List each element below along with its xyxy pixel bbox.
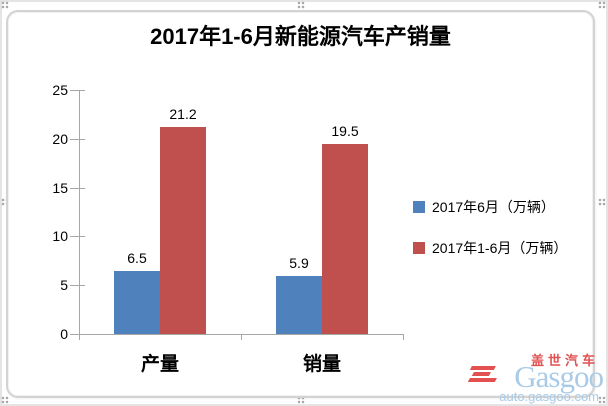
y-axis-tick-label: 25	[52, 82, 68, 98]
resize-handle-top-middle[interactable]	[297, 1, 305, 9]
gasgoo-logo-stripes-icon	[468, 366, 501, 382]
y-axis-tick	[70, 90, 85, 91]
resize-handle-bottom-left[interactable]	[1, 396, 9, 404]
y-axis-tick-label: 5	[60, 277, 68, 294]
gasgoo-brand-cn: 盖世汽车	[530, 353, 599, 368]
y-axis-tick	[70, 285, 85, 287]
bar-value-label: 6.5	[127, 249, 147, 266]
chart-title: 2017年1-6月新能源汽车产销量	[150, 24, 451, 49]
resize-handle-top-right[interactable]	[598, 1, 606, 9]
gasgoo-url: auto.gasgoo.com	[499, 389, 599, 404]
x-axis-tick	[403, 334, 404, 340]
resize-handle-bottom-middle[interactable]	[297, 396, 305, 404]
y-axis-tick	[70, 187, 85, 189]
bar-value-label: 21.2	[169, 106, 197, 123]
bar[interactable]	[322, 143, 368, 334]
category-label: 产量	[140, 354, 179, 375]
bar-value-label: 19.5	[331, 122, 359, 139]
bar-value-label: 5.9	[289, 255, 309, 272]
legend: 2017年6月（万辆） 2017年1-6月（万辆）	[413, 197, 567, 258]
y-axis-tick-label: 20	[52, 130, 68, 147]
y-axis-tick	[70, 334, 85, 335]
legend-swatch-icon	[413, 201, 425, 213]
bar[interactable]	[160, 127, 206, 334]
legend-label: 2017年1-6月（万辆）	[432, 240, 568, 256]
y-axis-tick	[70, 236, 85, 238]
resize-handle-bottom-right[interactable]	[598, 396, 606, 404]
y-axis-tick-label: 15	[52, 179, 68, 196]
y-axis-tick-label: 10	[52, 228, 68, 245]
legend-label: 2017年6月（万辆）	[432, 199, 555, 215]
resize-handle-middle-right[interactable]	[598, 198, 606, 206]
legend-item[interactable]: 2017年1-6月（万辆）	[413, 238, 567, 258]
gasgoo-watermark: 盖世汽车 Gasgoo auto.gasgoo.com	[461, 342, 604, 404]
bar[interactable]	[114, 270, 160, 334]
resize-handle-middle-left[interactable]	[1, 198, 9, 206]
x-axis-tick	[79, 334, 80, 340]
gasgoo-brand-en: Gasgoo	[514, 359, 604, 394]
resize-handle-top-left[interactable]	[1, 1, 9, 9]
y-axis-tick	[70, 138, 85, 140]
bar[interactable]	[276, 276, 322, 334]
legend-swatch-icon	[413, 242, 425, 254]
legend-item[interactable]: 2017年6月（万辆）	[413, 197, 567, 217]
category-label: 销量	[302, 354, 341, 375]
x-axis-tick	[241, 334, 242, 340]
y-axis-tick-label: 0	[60, 326, 68, 342]
y-axis-line	[79, 90, 80, 335]
